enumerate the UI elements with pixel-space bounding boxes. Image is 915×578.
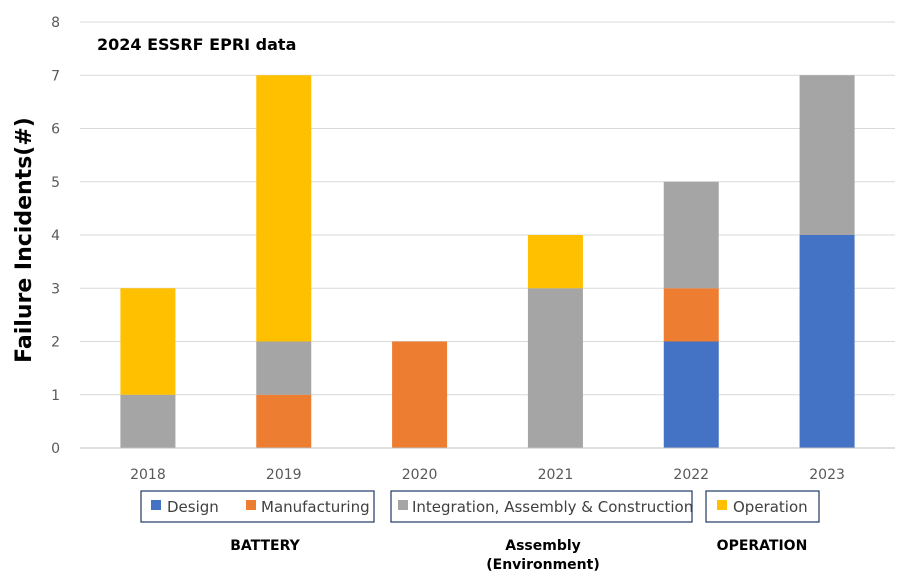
legend-group-label: OPERATION [717,538,808,554]
bar-segment [799,235,855,448]
y-tick-label: 1 [51,388,60,404]
bar-segment [663,181,719,289]
y-tick-label: 4 [51,228,60,244]
legend-group-label: BATTERY [230,538,300,554]
bar-segment [256,394,312,448]
y-tick-label: 2 [51,335,60,351]
legend-label: Integration, Assembly & Construction [412,498,693,516]
y-tick-label: 7 [51,68,60,84]
legend-swatch [398,500,408,510]
legend-group-label: (Environment) [486,557,599,573]
x-tick-label: 2019 [266,467,302,483]
x-tick-label: 2022 [673,467,709,483]
y-axis-label: Failure Incidents(#) [12,117,37,363]
bar-segment [392,341,448,448]
legend-swatch [246,500,256,510]
legend-label: Manufacturing [261,498,370,516]
y-tick-label: 3 [51,281,60,297]
y-tick-label: 8 [51,15,60,31]
y-tick-label: 6 [51,122,60,138]
y-axis-ticks: 0 1 2 3 4 5 6 7 8 [51,15,60,457]
gridlines [80,21,895,396]
legend-group-label: Assembly [505,538,581,554]
legend-swatch [717,500,727,510]
bar-segment [256,75,312,342]
legend-group-box [705,490,820,523]
legend-group-box [140,490,375,523]
bar-segment [120,394,176,448]
x-tick-label: 2021 [538,467,574,483]
x-tick-label: 2023 [809,467,845,483]
bars [120,75,855,448]
bar-segment [256,341,312,395]
x-axis-ticks: 2018 2019 2020 2021 2022 2023 [130,467,845,483]
bar-segment [663,341,719,448]
bar-segment [799,75,855,235]
bar-segment [527,288,583,448]
bar-segment [120,288,176,395]
legend: Design Manufacturing BATTERY Integration, A… [140,490,820,573]
x-tick-label: 2018 [130,467,166,483]
x-tick-label: 2020 [402,467,438,483]
bar-segment [663,288,719,342]
bar-segment [527,235,583,289]
legend-label: Operation [733,498,808,516]
legend-swatch [151,500,161,510]
y-tick-label: 0 [51,441,60,457]
legend-group-box [390,490,693,523]
y-tick-label: 5 [51,175,60,191]
legend-label: Design [167,498,219,516]
chart-title: 2024 ESSRF EPRI data [97,35,296,54]
